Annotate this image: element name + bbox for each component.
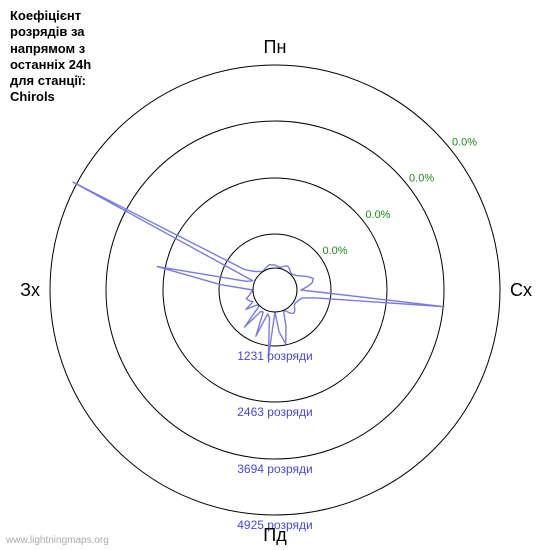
ring-pct-label: 0.0% [365,209,390,221]
ring-count-label: 3694 розряди [237,462,313,476]
ring-count-label: 1231 розряди [237,349,313,363]
chart-title: Коефіцієнт розрядів за напрямом з останн… [10,8,91,106]
center-hole [253,268,297,312]
footer-credit: www.lightningmaps.org [6,535,109,546]
dir-label-w: Зх [20,280,40,300]
dir-label-s: Пд [263,525,287,545]
dir-label-e: Сх [510,280,532,300]
ring-pct-label: 0.0% [452,137,477,149]
ring-count-label: 2463 розряди [237,405,313,419]
ring-pct-label: 0.0% [322,245,347,257]
dir-label-n: Пн [264,37,287,57]
ring-pct-label: 0.0% [409,173,434,185]
